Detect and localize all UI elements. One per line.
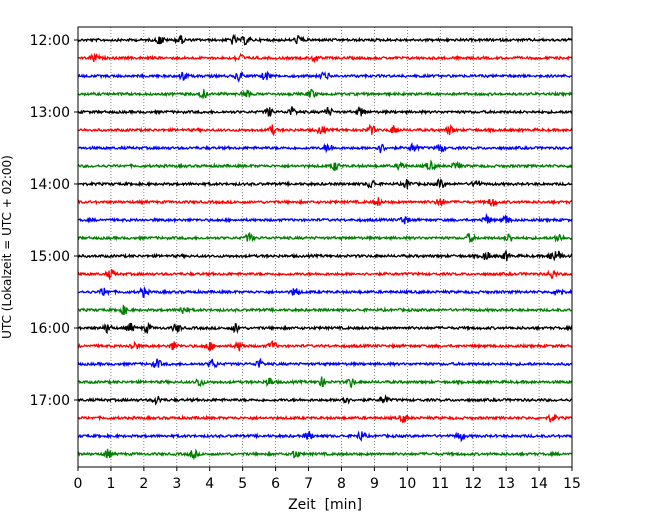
trace-1645 <box>77 376 573 389</box>
y-tick-label: 15:00 <box>30 249 70 265</box>
trace-1500 <box>77 250 573 262</box>
trace-1545 <box>78 304 573 316</box>
trace-1715 <box>77 413 573 423</box>
trace-1400 <box>77 178 573 189</box>
x-tick-label: 6 <box>271 476 280 492</box>
x-tick-label: 7 <box>304 476 313 492</box>
x-tick-label: 8 <box>337 476 346 492</box>
y-axis: 12:00 13:00 14:00 15:00 16:00 17:00 <box>30 33 78 409</box>
x-axis: 0 1 2 3 4 5 6 7 8 9 10 11 12 13 14 15 <box>74 467 581 492</box>
y-tick-label: 16:00 <box>30 321 70 337</box>
trace-1730 <box>77 430 573 443</box>
x-tick-label: 5 <box>238 476 247 492</box>
trace-1245 <box>77 88 573 99</box>
x-tick-label: 0 <box>74 476 83 492</box>
x-tick-label: 4 <box>205 476 214 492</box>
x-tick-label: 12 <box>464 476 482 492</box>
trace-1745 <box>77 448 573 461</box>
trace-1215 <box>77 52 573 63</box>
trace-1700 <box>77 393 572 406</box>
trace-1345 <box>77 159 573 172</box>
trace-1315 <box>77 123 573 137</box>
trace-1515 <box>77 268 573 281</box>
grid-lines <box>110 27 540 467</box>
y-tick-label: 13:00 <box>30 105 70 121</box>
x-axis-label: Zeit [min] <box>288 497 362 513</box>
trace-1430 <box>77 212 573 225</box>
trace-1330 <box>78 142 573 154</box>
x-tick-label: 14 <box>530 476 548 492</box>
trace-1445 <box>77 231 573 244</box>
trace-1415 <box>77 197 573 208</box>
x-tick-label: 13 <box>497 476 515 492</box>
y-axis-label: UTC (Lokalzeit = UTC + 02:00) <box>0 155 14 339</box>
trace-1300 <box>77 106 573 118</box>
y-tick-label: 14:00 <box>30 177 70 193</box>
trace-1200 <box>77 33 573 46</box>
x-tick-label: 2 <box>139 476 148 492</box>
x-tick-label: 10 <box>398 476 416 492</box>
x-tick-label: 11 <box>431 476 449 492</box>
trace-1530 <box>77 285 573 299</box>
trace-1615 <box>77 339 573 352</box>
traces <box>77 33 573 461</box>
plot-frame <box>77 26 573 468</box>
y-tick-label: 17:00 <box>30 393 70 409</box>
x-tick-label: 3 <box>172 476 181 492</box>
trace-1630 <box>77 357 573 369</box>
y-tick-label: 12:00 <box>30 33 70 49</box>
trace-1600 <box>77 321 573 335</box>
x-tick-label: 9 <box>370 476 379 492</box>
x-tick-label: 1 <box>106 476 115 492</box>
trace-1230 <box>77 70 573 83</box>
x-tick-label: 15 <box>563 476 581 492</box>
